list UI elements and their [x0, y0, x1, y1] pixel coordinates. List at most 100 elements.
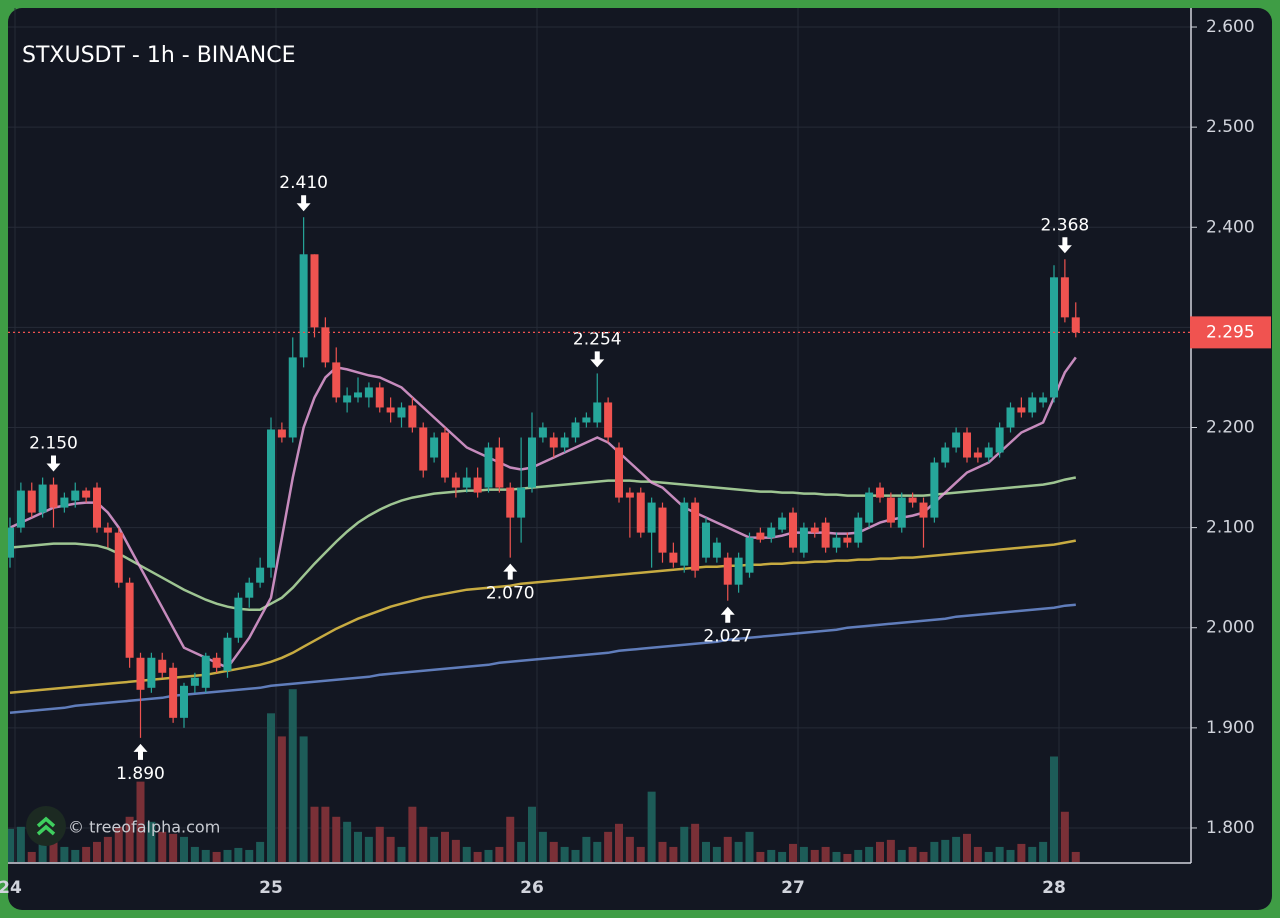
- watermark-logo: [26, 806, 66, 846]
- candle-body: [484, 447, 493, 488]
- volume-bar: [712, 846, 721, 862]
- volume-bar: [843, 853, 852, 862]
- volume-bar: [1039, 841, 1048, 862]
- candle-body: [430, 437, 439, 458]
- volume-bar: [778, 851, 787, 862]
- candle-body: [473, 477, 482, 493]
- candle-body: [756, 532, 765, 540]
- candle-body: [158, 659, 167, 673]
- candle-body: [1050, 277, 1058, 398]
- volume-bar: [441, 831, 449, 862]
- candle-body: [397, 407, 406, 418]
- candle-body: [560, 437, 569, 448]
- volume-bar: [158, 831, 167, 862]
- volume-bar: [984, 851, 993, 862]
- candle-body: [201, 655, 210, 688]
- candle-body: [636, 492, 645, 533]
- candle-body: [821, 522, 830, 548]
- volume-bar: [810, 849, 819, 862]
- annotation-arrow: [1057, 237, 1072, 254]
- volume-bar: [658, 841, 667, 862]
- candle-body: [267, 429, 275, 568]
- volume-bar: [49, 833, 58, 862]
- candle-body: [799, 527, 808, 553]
- volume-layer: [8, 689, 1080, 862]
- volume-bar: [897, 849, 906, 862]
- candle-body: [136, 657, 145, 690]
- annotation-label: 2.368: [1041, 215, 1090, 235]
- volume-bar: [995, 846, 1004, 862]
- volume-bar: [343, 821, 352, 862]
- candle-body: [604, 402, 613, 438]
- candle-body: [549, 437, 558, 448]
- candle-body: [1071, 317, 1080, 333]
- candle-body: [702, 522, 710, 558]
- candle-body: [984, 447, 993, 458]
- candle-body: [419, 427, 428, 471]
- candle-body: [680, 502, 689, 566]
- candle-body: [354, 392, 362, 398]
- candle-body: [364, 387, 373, 398]
- candle-body: [517, 487, 526, 518]
- candle-body: [343, 395, 352, 403]
- annotation-arrow: [296, 195, 311, 212]
- candle-body: [767, 527, 776, 538]
- candle-body: [647, 502, 656, 533]
- candle-body: [1060, 277, 1069, 318]
- volume-bar: [1050, 756, 1058, 862]
- volume-bar: [582, 836, 591, 862]
- volume-bar: [799, 846, 808, 862]
- candle-body: [615, 447, 623, 498]
- annotation-arrow: [46, 455, 61, 472]
- candle-body: [408, 405, 417, 428]
- volume-bar: [886, 839, 895, 862]
- volume-bar: [451, 839, 460, 862]
- candle-body: [886, 497, 895, 523]
- volume-bar: [267, 713, 275, 862]
- annotation-arrow: [590, 351, 605, 368]
- candle-body: [60, 497, 69, 508]
- volume-bar: [854, 849, 863, 862]
- volume-bar: [16, 826, 25, 862]
- volume-bar: [549, 841, 558, 862]
- candle-body: [734, 557, 743, 585]
- volume-bar: [908, 846, 917, 862]
- candle-body: [321, 327, 330, 363]
- candle-body: [1028, 397, 1037, 413]
- volume-bar: [484, 849, 493, 862]
- volume-bar: [114, 826, 123, 862]
- volume-bar: [321, 806, 330, 862]
- candle-body: [528, 437, 536, 488]
- annotation-layer: 2.150 1.890 2.410 2.070 2.254 2.027 2.368: [8, 173, 1190, 784]
- candle-body: [462, 477, 471, 488]
- candle-body: [995, 427, 1004, 453]
- y-tick-label: 2.200: [1206, 417, 1255, 437]
- volume-bar: [528, 806, 536, 862]
- volume-bar: [919, 851, 928, 862]
- x-tick-label: 25: [259, 878, 283, 898]
- annotation-arrow: [720, 606, 735, 623]
- volume-bar: [506, 816, 515, 862]
- candle-body: [27, 490, 36, 513]
- candle-layer: [8, 217, 1080, 738]
- candle-body: [277, 429, 286, 438]
- volume-bar: [789, 843, 797, 862]
- candle-body: [386, 407, 395, 413]
- candle-body: [691, 502, 700, 571]
- candle-body: [745, 537, 754, 573]
- volume-bar: [723, 836, 732, 862]
- candle-body: [930, 462, 939, 518]
- candle-body: [810, 527, 819, 533]
- candle-body: [1039, 397, 1048, 403]
- candle-body: [1017, 407, 1026, 413]
- y-tick-label: 2.500: [1206, 117, 1255, 137]
- volume-bar: [604, 831, 613, 862]
- volume-bar: [256, 841, 265, 862]
- candle-body: [169, 667, 178, 718]
- candle-body: [658, 507, 667, 553]
- candle-body: [778, 517, 787, 530]
- volume-bar: [593, 841, 602, 862]
- candle-body: [952, 432, 961, 448]
- candle-body: [832, 537, 841, 548]
- volume-bar: [756, 851, 765, 862]
